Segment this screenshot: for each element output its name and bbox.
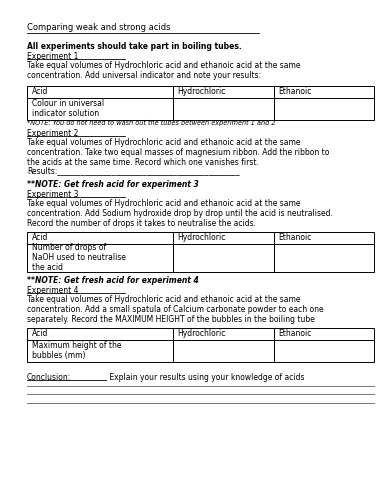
Text: **NOTE: Get fresh acid for experiment 4: **NOTE: Get fresh acid for experiment 4 — [27, 276, 199, 284]
Text: Colour in universal
indicator solution: Colour in universal indicator solution — [32, 99, 104, 118]
Text: Comparing weak and strong acids: Comparing weak and strong acids — [27, 22, 171, 32]
Text: Hydrochloric: Hydrochloric — [178, 329, 226, 338]
Text: *NOTE: You do not need to wash out the tubes between experiment 1 and 2: *NOTE: You do not need to wash out the t… — [27, 120, 276, 126]
Text: Take equal volumes of Hydrochloric acid and ethanoic acid at the same
concentrat: Take equal volumes of Hydrochloric acid … — [27, 198, 333, 228]
Text: Acid: Acid — [32, 233, 48, 242]
FancyBboxPatch shape — [27, 328, 374, 362]
Text: Acid: Acid — [32, 329, 48, 338]
Text: Explain your results using your knowledge of acids: Explain your results using your knowledg… — [107, 372, 305, 382]
FancyBboxPatch shape — [27, 86, 374, 119]
Text: Conclusion:: Conclusion: — [27, 372, 71, 382]
Text: Experiment 2: Experiment 2 — [27, 128, 78, 138]
Text: Hydrochloric: Hydrochloric — [178, 87, 226, 96]
Text: Take equal volumes of Hydrochloric acid and ethanoic acid at the same
concentrat: Take equal volumes of Hydrochloric acid … — [27, 138, 329, 168]
Text: Ethanoic: Ethanoic — [278, 233, 312, 242]
Text: Maximum height of the
bubbles (mm): Maximum height of the bubbles (mm) — [32, 341, 121, 360]
Text: **NOTE: Get fresh acid for experiment 3: **NOTE: Get fresh acid for experiment 3 — [27, 180, 199, 188]
Text: Acid: Acid — [32, 87, 48, 96]
Text: Take equal volumes of Hydrochloric acid and ethanoic acid at the same
concentrat: Take equal volumes of Hydrochloric acid … — [27, 60, 301, 80]
Text: Experiment 1: Experiment 1 — [27, 52, 78, 60]
FancyBboxPatch shape — [27, 232, 374, 272]
Text: Ethanoic: Ethanoic — [278, 87, 312, 96]
Text: Experiment 4: Experiment 4 — [27, 286, 78, 294]
Text: All experiments should take part in boiling tubes.: All experiments should take part in boil… — [27, 42, 242, 50]
Text: Number of drops of
NaOH used to neutralise
the acid: Number of drops of NaOH used to neutrali… — [32, 242, 126, 272]
Text: Hydrochloric: Hydrochloric — [178, 233, 226, 242]
Text: Results:_______________________________________________: Results:________________________________… — [27, 166, 240, 175]
Text: Take equal volumes of Hydrochloric acid and ethanoic acid at the same
concentrat: Take equal volumes of Hydrochloric acid … — [27, 294, 323, 324]
Text: Experiment 3: Experiment 3 — [27, 190, 78, 198]
Text: Ethanoic: Ethanoic — [278, 329, 312, 338]
